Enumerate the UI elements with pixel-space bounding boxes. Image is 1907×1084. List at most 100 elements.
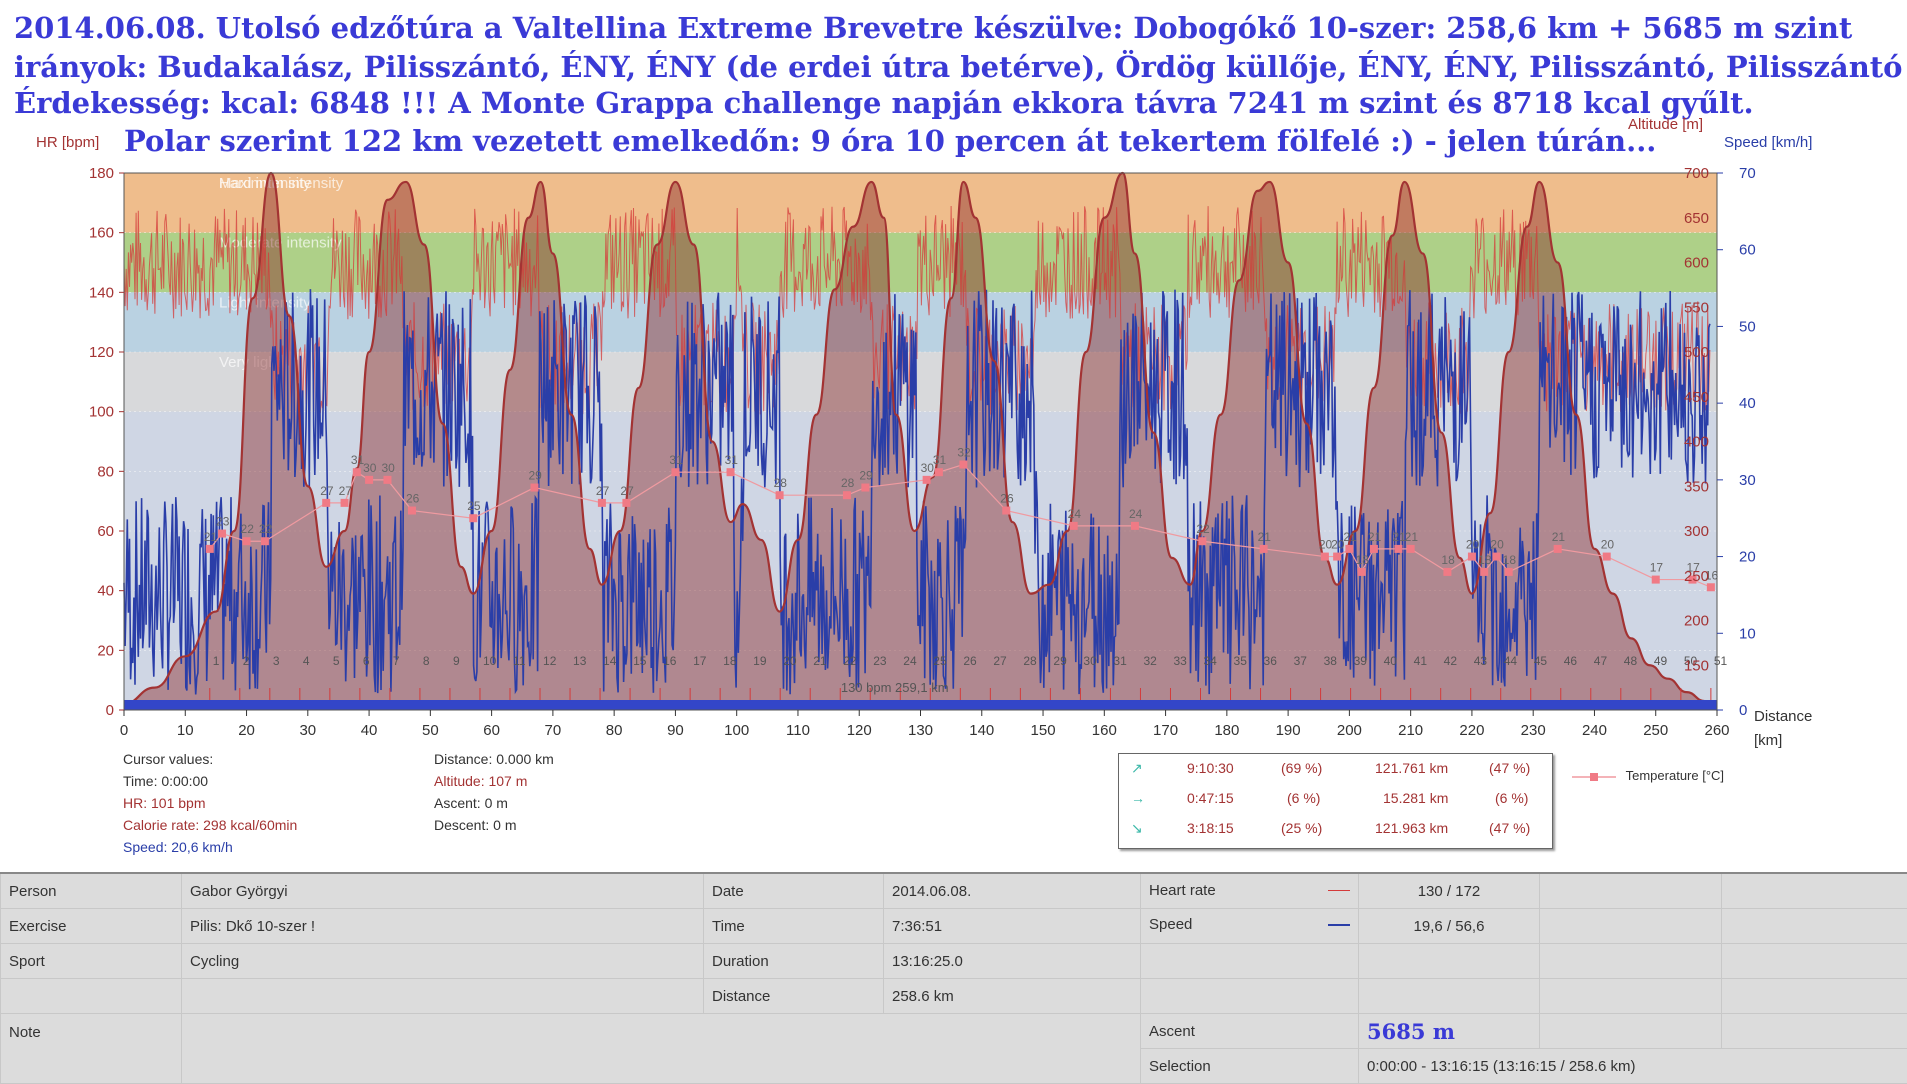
lap-label: 19 (753, 654, 767, 668)
temperature-point (365, 476, 373, 484)
temperature-point (671, 468, 679, 476)
temperature-point (1652, 576, 1660, 584)
hr-zone-band (124, 292, 1717, 352)
temperature-point (959, 461, 967, 469)
exercise-value: Pilis: Dkő 10-szer ! (182, 909, 704, 944)
altitude-tick-label: 250 (1684, 568, 1709, 585)
temperature-data-label: 21 (1258, 530, 1272, 544)
x-tick-label: 0 (120, 722, 128, 739)
distance-value: 258.6 km (884, 979, 1141, 1014)
lap-label: 37 (1294, 654, 1308, 668)
temperature-point (243, 537, 251, 545)
temperature-data-label: 29 (859, 469, 873, 483)
lap-label: 20 (783, 654, 797, 668)
hr-threshold-bar (124, 700, 1717, 710)
x-tick-label: 70 (545, 722, 562, 739)
temperature-data-label: 22 (259, 522, 273, 536)
temperature-point (1480, 568, 1488, 576)
temperature-point (383, 476, 391, 484)
temperature-point (531, 484, 539, 492)
lap-label: 14 (603, 654, 617, 668)
temperature-data-label: 28 (841, 476, 855, 490)
temperature-point (1358, 568, 1366, 576)
lap-label: 35 (1234, 654, 1248, 668)
x-tick-label: 220 (1459, 722, 1484, 739)
lap-label: 32 (1143, 654, 1157, 668)
exercise-info-table: Person Gabor Györgyi Date 2014.06.08. He… (0, 872, 1907, 1084)
hr-tick-label: 140 (89, 284, 114, 301)
temperature-point (1260, 545, 1268, 553)
lap-label: 49 (1654, 654, 1668, 668)
temperature-data-label: 28 (774, 476, 788, 490)
temperature-data-label: 27 (339, 484, 353, 498)
x-tick-label: 50 (422, 722, 439, 739)
stats-row-uphill: ↗ 9:10:30 (69 %) 121.761 km (47 %) (1119, 754, 1552, 784)
x-tick-label: 130 (908, 722, 933, 739)
altitude-tick-label: 400 (1684, 434, 1709, 451)
lap-label: 34 (1204, 654, 1218, 668)
lap-label: 3 (273, 654, 280, 668)
date-value: 2014.06.08. (884, 873, 1141, 909)
temperature-data-label: 26 (1000, 492, 1014, 506)
legend-temperature: Temperature [°C] (1626, 768, 1724, 783)
temperature-point (622, 499, 630, 507)
lap-label: 7 (393, 654, 400, 668)
temperature-data-label: 30 (381, 461, 395, 475)
lap-label: 40 (1384, 654, 1398, 668)
temperature-point (469, 514, 477, 522)
temperature-point (1345, 545, 1353, 553)
temperature-data-label: 29 (529, 469, 543, 483)
lap-label: 2 (243, 654, 250, 668)
lap-label: 44 (1504, 654, 1518, 668)
x-tick-label: 100 (724, 722, 749, 739)
temperature-point (598, 499, 606, 507)
speed-tick-label: 60 (1739, 242, 1756, 259)
cursor-descent: Descent: 0 m (434, 814, 554, 836)
lap-label: 43 (1474, 654, 1488, 668)
hr-tick-label: 40 (97, 583, 114, 600)
hr-tick-label: 60 (97, 523, 114, 540)
temperature-data-label: 18 (1441, 553, 1455, 567)
x-tick-label: 230 (1521, 722, 1546, 739)
x-tick-label: 10 (177, 722, 194, 739)
selection-value: 0:00:00 - 13:16:15 (13:16:15 / 258.6 km) (1359, 1049, 1907, 1084)
temperature-data-label: 26 (406, 492, 420, 506)
temperature-data-label: 32 (957, 446, 971, 460)
temperature-data-label: 18 (1478, 553, 1492, 567)
temperature-data-label: 20 (1490, 538, 1504, 552)
lap-label: 45 (1534, 654, 1548, 668)
hr-tick-label: 180 (89, 165, 114, 182)
temperature-point (1198, 537, 1206, 545)
temperature-point (727, 468, 735, 476)
temperature-point (861, 484, 869, 492)
lap-label: 25 (933, 654, 947, 668)
slope-stats-box: ↗ 9:10:30 (69 %) 121.761 km (47 %) → 0:4… (1118, 753, 1553, 849)
temperature-data-label: 21 (1552, 530, 1566, 544)
lap-label: 6 (363, 654, 370, 668)
temperature-data-label: 20 (1466, 538, 1480, 552)
exercise-label: Exercise (1, 909, 182, 944)
lap-label: 15 (633, 654, 647, 668)
temperature-point (1443, 568, 1451, 576)
x-tick-label: 190 (1276, 722, 1301, 739)
x-tick-label: 200 (1337, 722, 1362, 739)
hr-tick-label: 160 (89, 225, 114, 242)
temperature-data-label: 24 (1129, 507, 1143, 521)
temperature-point (1492, 553, 1500, 561)
temperature-point (776, 491, 784, 499)
temperature-point (1505, 568, 1513, 576)
lap-label: 28 (1023, 654, 1037, 668)
temperature-data-label: 22 (1196, 522, 1210, 536)
cursor-distance: Distance: 0.000 km (434, 748, 554, 770)
note-value[interactable] (182, 1014, 1141, 1084)
speed-tick-label: 40 (1739, 395, 1756, 412)
altitude-tick-label: 500 (1684, 344, 1709, 361)
lap-label: 18 (723, 654, 737, 668)
duration-label: Duration (704, 944, 884, 979)
x-tick-label: 110 (786, 722, 810, 739)
temperature-point (206, 545, 214, 553)
lap-label: 42 (1444, 654, 1458, 668)
hr-tick-label: 120 (89, 344, 114, 361)
heart-rate-value: 130 / 172 (1359, 873, 1540, 909)
